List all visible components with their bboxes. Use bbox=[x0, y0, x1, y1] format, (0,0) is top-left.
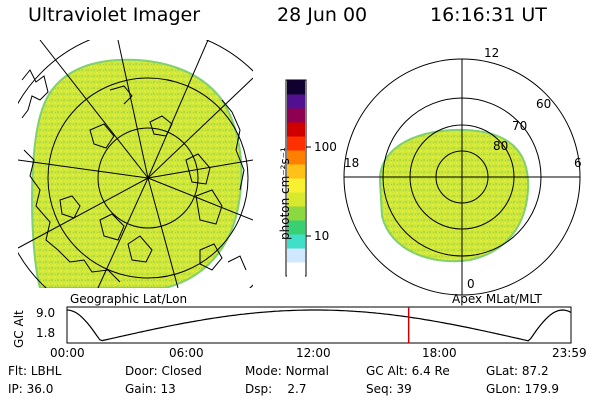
colorbar-cell bbox=[287, 248, 305, 263]
date-label: 28 Jun 00 bbox=[277, 4, 368, 26]
colorbar-cell bbox=[287, 164, 305, 179]
status-flt: Flt: LBHL bbox=[8, 364, 62, 378]
mlat-label-60: 60 bbox=[536, 97, 552, 111]
colorbar-cell bbox=[287, 80, 305, 95]
xtick-1200: 12:00 bbox=[296, 346, 331, 360]
status-mode: Mode: Normal bbox=[245, 364, 329, 378]
status-gain: Gain: 13 bbox=[125, 382, 176, 396]
colorbar-cell bbox=[287, 122, 305, 137]
mlt-label-18: 18 bbox=[344, 156, 360, 170]
instrument-title: Ultraviolet Imager bbox=[28, 4, 201, 26]
polar-caption: Apex MLat/MLT bbox=[452, 292, 542, 306]
colorbar-tick-10: 10 bbox=[314, 229, 330, 243]
colorbar bbox=[285, 79, 311, 277]
altitude-ytick-bottom: 1.8 bbox=[36, 326, 56, 340]
altitude-ytick-top: 9.0 bbox=[36, 306, 56, 320]
colorbar-cell bbox=[287, 108, 305, 123]
colorbar-cell bbox=[287, 150, 305, 165]
status-glat: GLat: 87.2 bbox=[486, 364, 549, 378]
colorbar-cell bbox=[287, 178, 305, 193]
colorbar-cell bbox=[287, 192, 305, 207]
geo-caption: Geographic Lat/Lon bbox=[70, 292, 188, 306]
mlat-label-70: 70 bbox=[512, 119, 528, 133]
status-dsp: Dsp: 2.7 bbox=[245, 382, 307, 396]
mlt-label-6: 6 bbox=[574, 156, 582, 170]
xtick-0600: 06:00 bbox=[169, 346, 204, 360]
status-ip: IP: 36.0 bbox=[8, 382, 54, 396]
colorbar-cell bbox=[287, 136, 305, 151]
xtick-1800: 18:00 bbox=[422, 346, 457, 360]
altitude-ylabel: GC Alt bbox=[12, 310, 26, 348]
geographic-map bbox=[18, 40, 253, 288]
status-glon: GLon: 179.9 bbox=[486, 382, 559, 396]
colorbar-cell bbox=[287, 234, 305, 249]
colorbar-cell bbox=[287, 220, 305, 235]
colorbar-units: photon cm⁻²s⁻¹ bbox=[278, 147, 292, 240]
mlt-label-12: 12 bbox=[484, 46, 500, 60]
xtick-2359: 23:59 bbox=[552, 346, 587, 360]
status-seq: Seq: 39 bbox=[366, 382, 412, 396]
colorbar-cell bbox=[287, 262, 305, 277]
polar-plot bbox=[343, 58, 581, 296]
mlat-label-80: 80 bbox=[493, 139, 509, 153]
status-door: Door: Closed bbox=[125, 364, 202, 378]
colorbar-cell bbox=[287, 206, 305, 221]
colorbar-tick-100: 100 bbox=[314, 140, 337, 154]
altitude-plot bbox=[66, 306, 572, 344]
aurora-image-geo bbox=[31, 58, 243, 288]
colorbar-cell bbox=[287, 94, 305, 109]
status-gc-alt: GC Alt: 6.4 Re bbox=[366, 364, 450, 378]
time-label: 16:16:31 UT bbox=[430, 4, 547, 26]
xtick-0000: 00:00 bbox=[50, 346, 85, 360]
mlt-label-0: 0 bbox=[467, 277, 475, 291]
aurora-image-polar bbox=[378, 128, 530, 263]
